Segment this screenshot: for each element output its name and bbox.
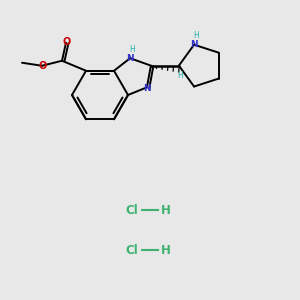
Text: H: H: [193, 31, 199, 40]
Text: O: O: [39, 61, 47, 71]
Text: Cl: Cl: [126, 203, 138, 217]
Text: H: H: [161, 203, 171, 217]
Text: N: N: [190, 40, 198, 49]
Text: Cl: Cl: [126, 244, 138, 256]
Text: O: O: [63, 37, 71, 47]
Text: H: H: [177, 71, 183, 80]
Text: N: N: [126, 54, 134, 63]
Text: H: H: [161, 244, 171, 256]
Text: H: H: [129, 45, 135, 54]
Text: N: N: [143, 84, 151, 93]
